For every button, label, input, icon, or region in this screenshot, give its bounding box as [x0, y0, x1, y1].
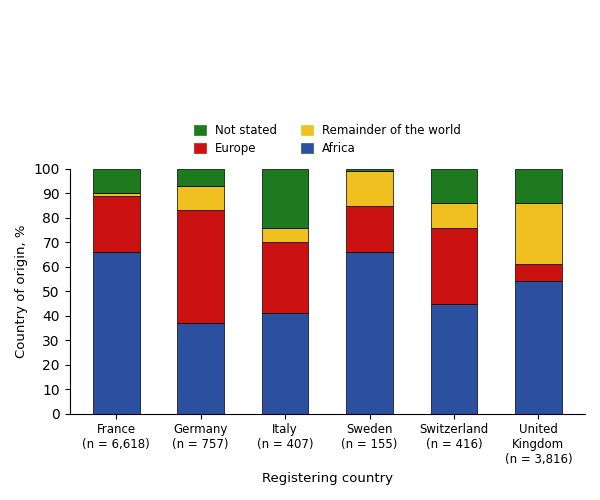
Bar [178, 186, 224, 210]
Bar [431, 203, 477, 228]
Bar [431, 169, 477, 203]
Bar [431, 228, 477, 304]
Bar [346, 206, 393, 252]
Bar [262, 314, 308, 414]
Legend: Not stated, Europe, Remainder of the world, Africa: Not stated, Europe, Remainder of the wor… [190, 121, 464, 158]
Bar [346, 169, 393, 171]
Bar [178, 323, 224, 414]
Y-axis label: Country of origin, %: Country of origin, % [15, 224, 28, 358]
Bar [515, 264, 562, 281]
Bar [515, 169, 562, 203]
X-axis label: Registering country: Registering country [262, 472, 393, 485]
Bar [515, 203, 562, 264]
Bar [178, 210, 224, 323]
Bar [262, 228, 308, 242]
Bar [93, 169, 140, 194]
Bar [93, 196, 140, 252]
Bar [262, 242, 308, 314]
Bar [262, 169, 308, 228]
Bar [178, 169, 224, 186]
Bar [93, 252, 140, 414]
Bar [346, 171, 393, 205]
Bar [346, 252, 393, 414]
Bar [515, 282, 562, 414]
Bar [431, 304, 477, 414]
Bar [93, 194, 140, 196]
